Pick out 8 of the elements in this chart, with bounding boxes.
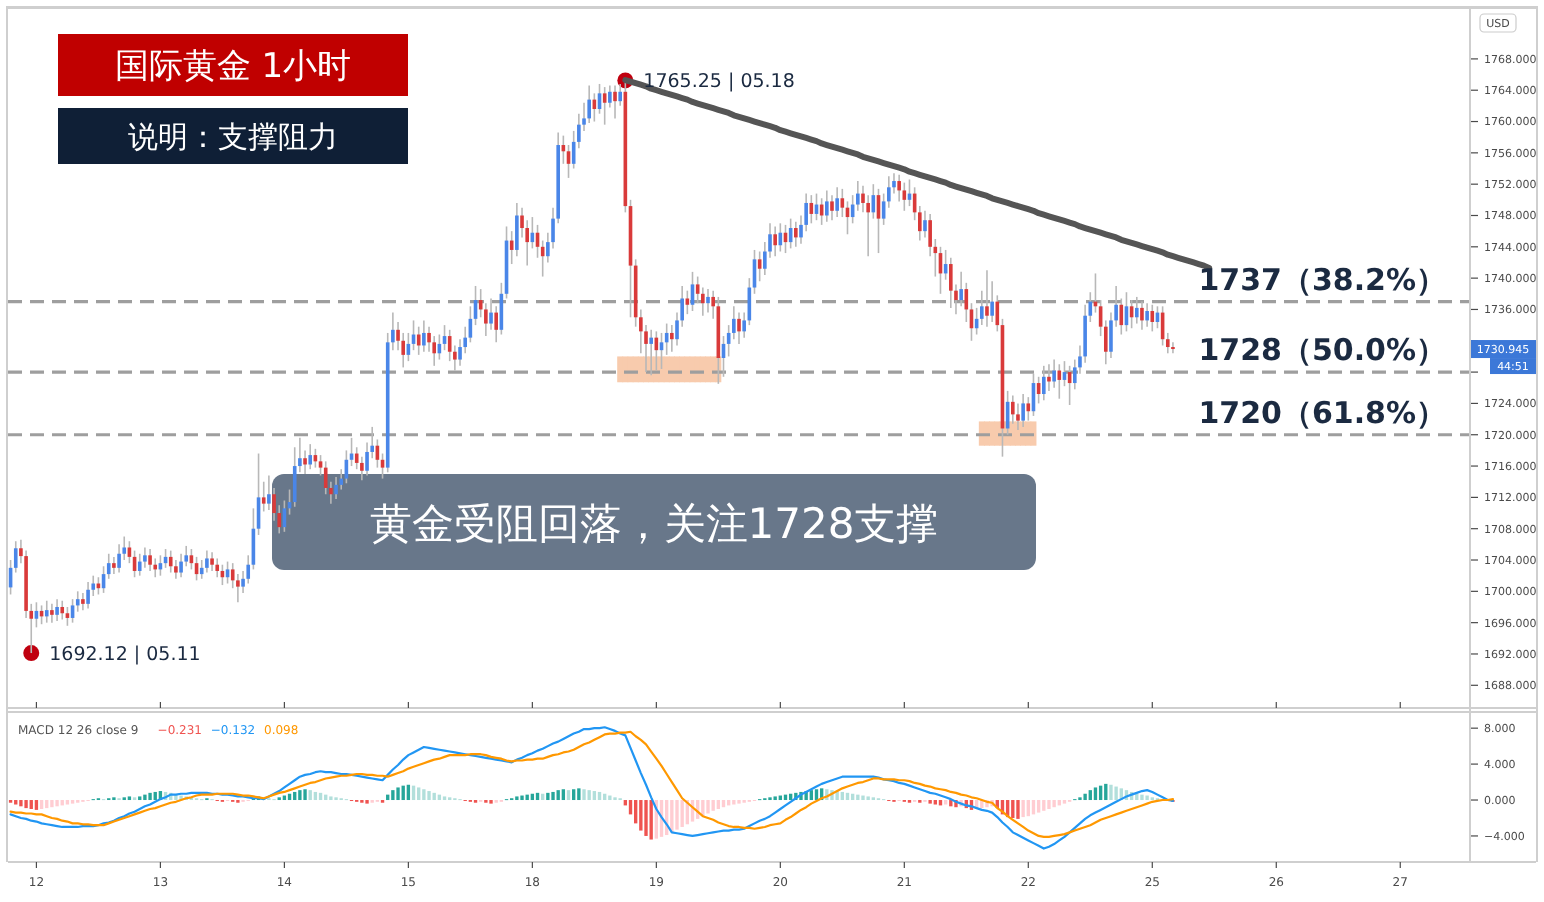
ref-line-label: 1728（50.0%） [1198, 332, 1446, 369]
text: 说明：支撑阻力 [128, 119, 338, 155]
ref-line-label: 1720（61.8%） [1198, 394, 1446, 431]
annotation: 1692.12 | 05.11 [49, 644, 201, 667]
annotation: 黄金受阻回落，关注1728支撑 [369, 500, 939, 548]
ref-line-label: 1737（38.2%） [1198, 261, 1446, 298]
annotation: 1765.25 | 05.18 [643, 71, 795, 94]
text: 国际黄金 1小时 [114, 47, 352, 87]
